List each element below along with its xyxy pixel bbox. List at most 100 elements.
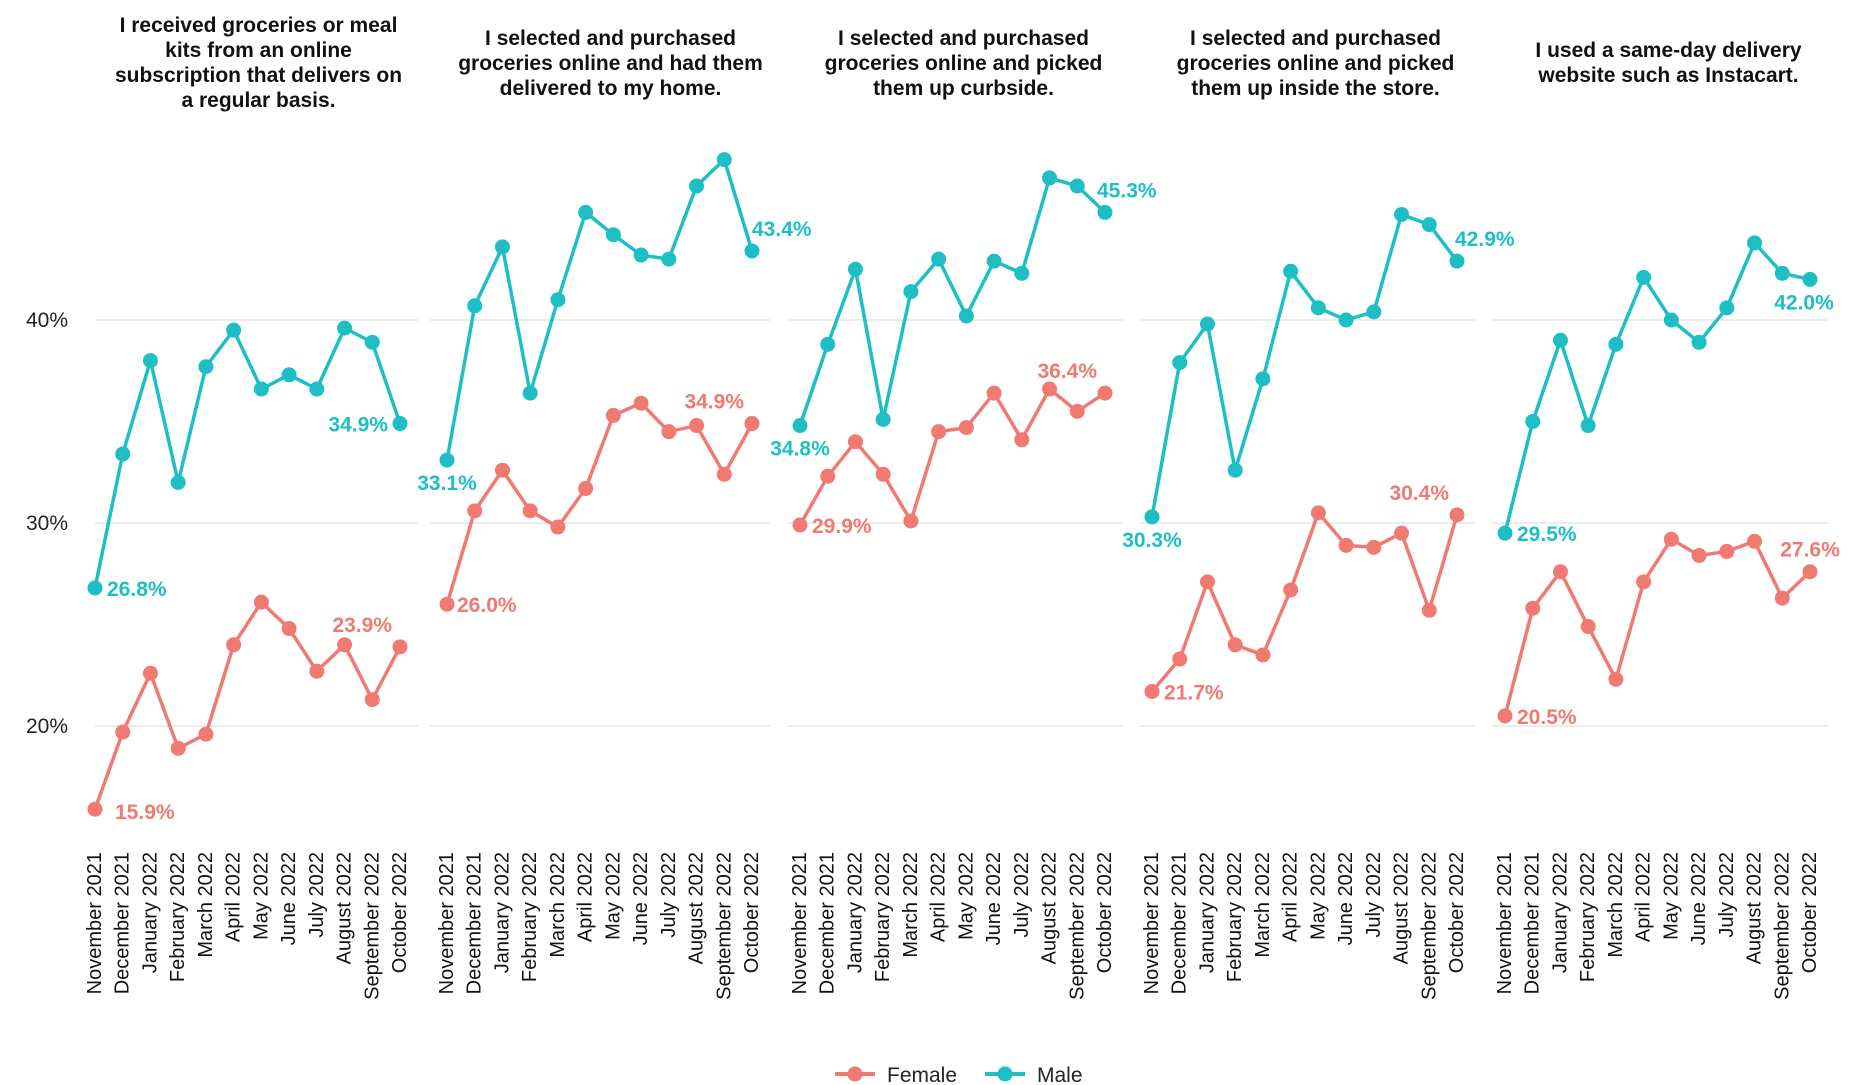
- x-tick-label: March 2022: [195, 852, 217, 958]
- x-tick-label: February 2022: [872, 852, 894, 982]
- data-point-female: [550, 519, 566, 535]
- panel-title-line: I selected and purchased: [485, 27, 736, 50]
- series-line-male: [445, 157, 754, 461]
- data-point-male: [661, 251, 677, 267]
- data-point-female: [1097, 385, 1113, 401]
- x-tick-label: July 2022: [306, 852, 328, 938]
- data-point-female: [1042, 381, 1058, 397]
- x-tick-label: September 2022: [1771, 852, 1793, 1000]
- data-point-male: [605, 227, 621, 243]
- x-tick-label: December 2021: [1169, 852, 1191, 994]
- data-point-female: [1172, 651, 1188, 667]
- data-point-male: [550, 292, 566, 308]
- data-point-male: [115, 446, 131, 462]
- data-point-female: [337, 637, 353, 653]
- data-point-male: [1227, 462, 1243, 478]
- x-tick-label: January 2022: [139, 852, 161, 973]
- data-point-male: [578, 204, 594, 220]
- x-tick-label: October 2022: [1799, 852, 1821, 973]
- data-point-male: [633, 247, 649, 263]
- data-point-male: [792, 418, 808, 434]
- data-point-female: [1608, 671, 1624, 687]
- data-point-female: [309, 663, 325, 679]
- data-point-female: [87, 801, 103, 817]
- data-point-female: [1394, 525, 1410, 541]
- data-label-female: 26.0%: [457, 594, 517, 617]
- data-point-female: [605, 407, 621, 423]
- x-tick-label: May 2022: [955, 852, 977, 940]
- data-point-female: [1525, 600, 1541, 616]
- data-point-male: [1338, 312, 1354, 328]
- data-point-male: [364, 334, 380, 350]
- data-point-male: [958, 308, 974, 324]
- series-line-male: [93, 326, 402, 589]
- data-point-male: [1310, 300, 1326, 316]
- data-point-female: [689, 418, 705, 434]
- x-tick-label: December 2021: [1522, 852, 1544, 994]
- x-tick-label: September 2022: [1418, 852, 1440, 1000]
- x-tick-label: April 2022: [928, 852, 950, 942]
- x-tick-label: April 2022: [223, 852, 245, 942]
- x-tick-label: July 2022: [658, 852, 680, 938]
- data-point-female: [661, 424, 677, 440]
- data-point-male: [986, 253, 1002, 269]
- data-point-male: [1255, 371, 1271, 387]
- data-point-female: [1747, 533, 1763, 549]
- data-point-female: [1580, 619, 1596, 635]
- x-tick-label: March 2022: [1605, 852, 1627, 958]
- data-point-male: [689, 178, 705, 194]
- x-tick-label: November 2021: [436, 852, 458, 994]
- x-tick-label: January 2022: [491, 852, 513, 973]
- x-tick-label: August 2022: [686, 852, 708, 964]
- x-tick-label: October 2022: [1094, 852, 1116, 973]
- data-point-female: [1310, 505, 1326, 521]
- data-label-female: 21.7%: [1164, 681, 1224, 704]
- series-line-female: [1150, 511, 1459, 693]
- x-tick-label: August 2022: [334, 852, 356, 964]
- data-point-male: [522, 385, 538, 401]
- data-point-female: [716, 466, 732, 482]
- data-point-female: [1338, 537, 1354, 553]
- x-tick-label: February 2022: [1224, 852, 1246, 982]
- data-point-female: [1255, 647, 1271, 663]
- data-point-male: [1497, 525, 1513, 541]
- data-point-female: [1497, 708, 1513, 724]
- data-point-male: [1663, 312, 1679, 328]
- data-point-male: [1608, 336, 1624, 352]
- x-tick-label: January 2022: [1196, 852, 1218, 973]
- x-tick-label: March 2022: [900, 852, 922, 958]
- x-tick-label: August 2022: [1039, 852, 1061, 964]
- data-point-female: [1421, 602, 1437, 618]
- legend-label-male: Male: [1037, 1064, 1083, 1085]
- data-point-male: [1691, 334, 1707, 350]
- x-tick-label: April 2022: [1633, 852, 1655, 942]
- data-label-male: 33.1%: [417, 472, 477, 495]
- data-point-female: [1802, 564, 1818, 580]
- data-point-female: [792, 517, 808, 533]
- x-tick-label: July 2022: [1716, 852, 1738, 938]
- data-label-male: 26.8%: [107, 578, 167, 601]
- panel-title-line: groceries online and picked: [1177, 52, 1455, 75]
- data-label-male: 42.0%: [1774, 291, 1834, 314]
- panel-title-line: I received groceries or meal: [120, 14, 398, 37]
- data-point-male: [716, 152, 732, 168]
- panel-title-line: delivered to my home.: [500, 77, 722, 100]
- data-point-male: [281, 367, 297, 383]
- x-tick-label: October 2022: [389, 852, 411, 973]
- x-tick-label: November 2021: [84, 852, 106, 994]
- x-tick-label: June 2022: [1688, 852, 1710, 945]
- data-point-male: [1636, 269, 1652, 285]
- data-point-male: [1014, 265, 1030, 281]
- panel-title-line: kits from an online: [165, 39, 352, 62]
- data-point-male: [1097, 204, 1113, 220]
- data-point-female: [198, 726, 214, 742]
- data-point-male: [1042, 170, 1058, 186]
- data-point-male: [87, 580, 103, 596]
- data-point-male: [1199, 316, 1215, 332]
- data-point-female: [1283, 582, 1299, 598]
- data-point-male: [1449, 253, 1465, 269]
- data-point-female: [253, 594, 269, 610]
- data-label-male: 45.3%: [1097, 179, 1157, 202]
- x-tick-label: May 2022: [250, 852, 272, 940]
- data-point-female: [1552, 564, 1568, 580]
